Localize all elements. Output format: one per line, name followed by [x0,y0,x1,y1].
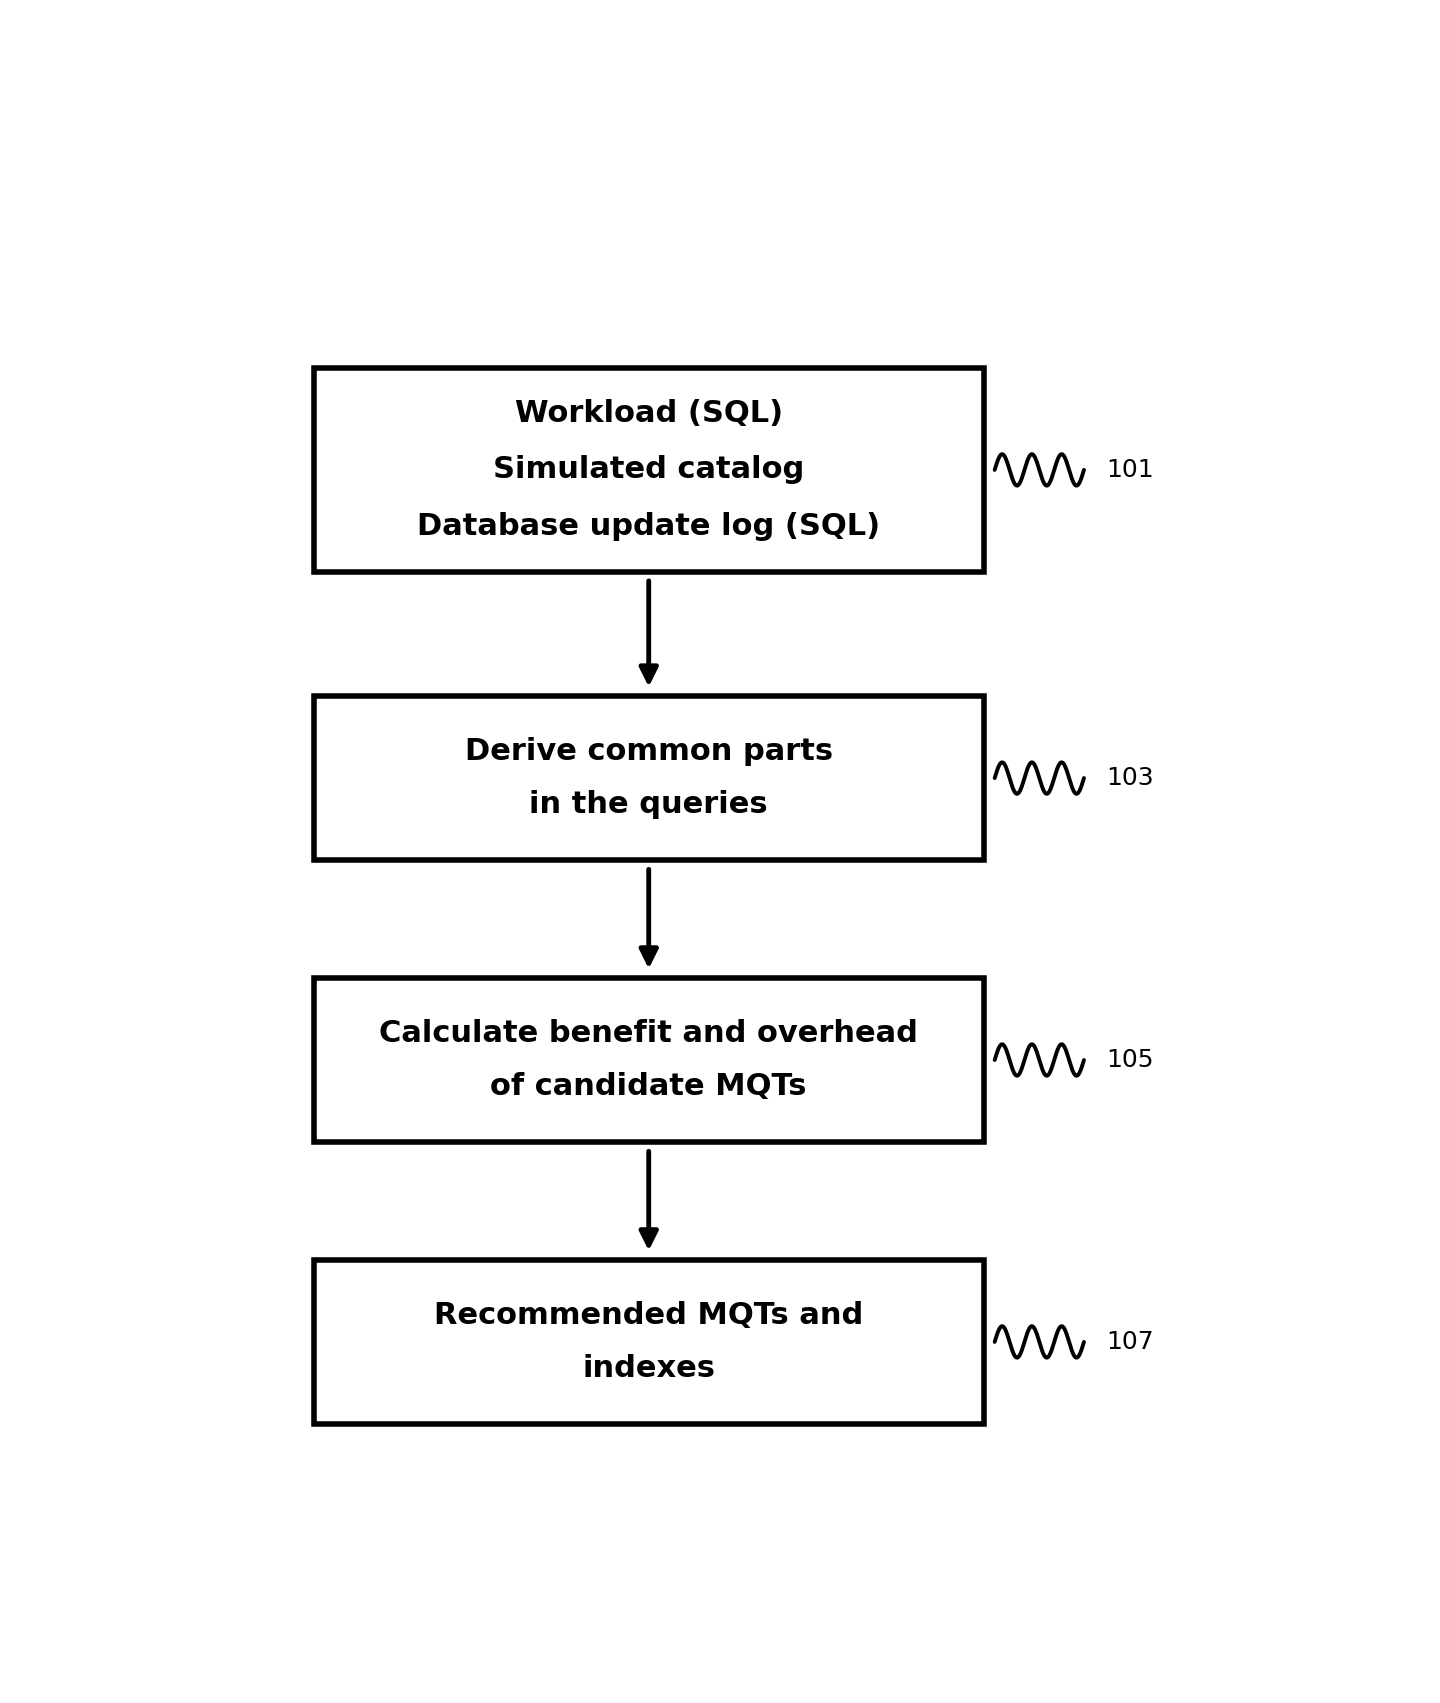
Text: 105: 105 [1106,1047,1153,1071]
FancyBboxPatch shape [314,1260,984,1424]
Text: in the queries: in the queries [530,790,768,819]
Text: 107: 107 [1106,1330,1153,1354]
Text: indexes: indexes [582,1354,716,1383]
Text: Recommended MQTs and: Recommended MQTs and [433,1301,864,1330]
FancyBboxPatch shape [314,368,984,572]
Text: 101: 101 [1106,458,1153,482]
FancyBboxPatch shape [314,978,984,1143]
Text: of candidate MQTs: of candidate MQTs [491,1071,806,1100]
Text: 103: 103 [1106,766,1153,790]
Text: Database update log (SQL): Database update log (SQL) [418,513,880,542]
Text: Simulated catalog: Simulated catalog [492,455,805,484]
FancyBboxPatch shape [314,697,984,860]
Text: Derive common parts: Derive common parts [465,737,832,766]
Text: Workload (SQL): Workload (SQL) [514,399,783,427]
Text: Calculate benefit and overhead: Calculate benefit and overhead [379,1020,919,1049]
